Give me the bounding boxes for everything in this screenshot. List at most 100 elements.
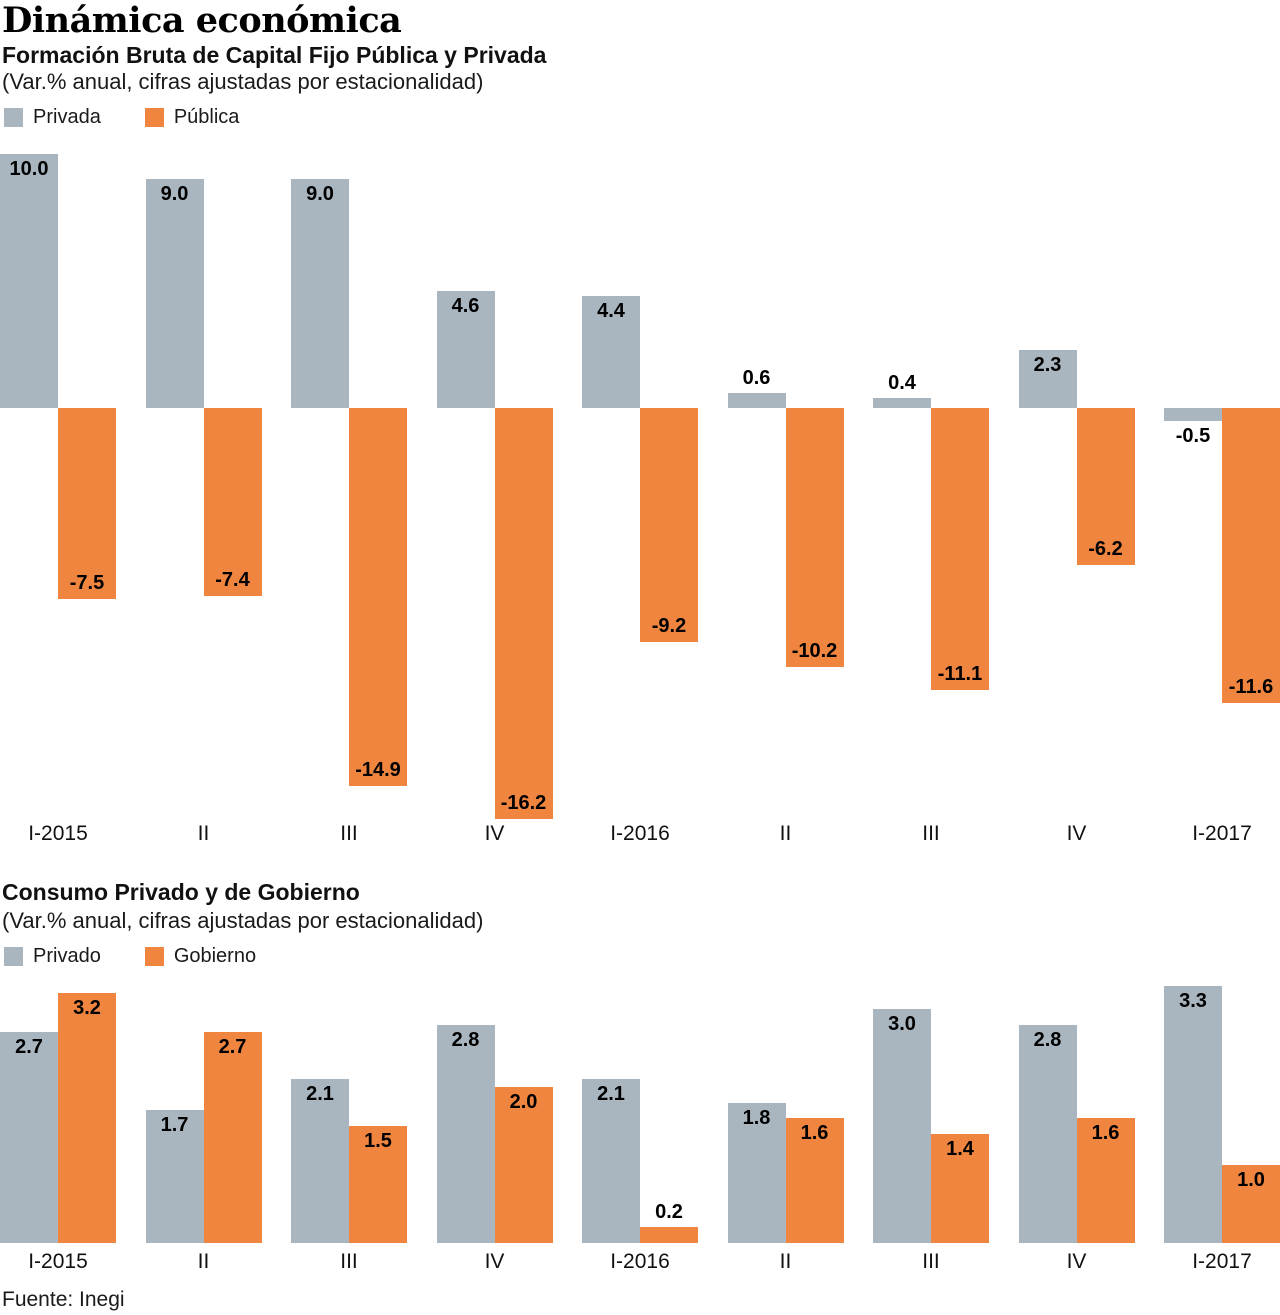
bar-privado-i-2015 [0,1032,58,1243]
bar-value-label: 2.7 [15,1036,43,1059]
bar-privado-ii [145,1110,204,1243]
bar-value-label: 2.7 [218,1036,247,1059]
bar-value-label: 1.6 [1091,1122,1120,1145]
x-axis-label: II [197,1250,210,1273]
legend-item-privada: Privada [4,106,101,129]
x-axis-label: I-2016 [610,1250,670,1273]
page-title: Dinámica económica [2,0,402,41]
legend-label: Gobierno [173,945,257,967]
privada-swatch-icon [4,108,23,127]
x-axis-label: III [922,822,940,845]
bar-value-label: 10.0 [9,158,49,180]
bar-value-label: -16.2 [500,792,547,815]
chart1-legend: Privada Pública [4,106,239,129]
x-axis-label: IV [1066,822,1087,845]
bar-privada-ii [145,179,204,408]
bar-value-label: 4.4 [597,300,625,323]
bar-privado-iii [291,1079,349,1243]
bar-value-label: 3.2 [73,997,101,1020]
bar-value-label: -11.6 [1228,675,1274,698]
legend-item-privado: Privado [4,945,101,968]
bar-pública-iv [494,408,553,820]
bar-privada-i-2017 [1164,408,1222,421]
bar-gobierno-i-2017 [1222,1165,1280,1243]
bar-value-label: -11.1 [937,662,983,685]
x-axis-label: I-2015 [28,822,88,845]
bar-value-label: 9.0 [306,183,334,206]
bar-privada-iii [291,179,349,408]
bar-value-label: 1.5 [364,1130,392,1152]
bar-value-label: 9.0 [160,183,189,206]
bar-value-label: -7.4 [215,568,250,591]
legend-item-publica: Pública [144,106,240,129]
legend-item-gobierno: Gobierno [144,945,257,968]
bar-value-label: 0.2 [655,1201,683,1224]
bar-privada-i-2015 [0,154,58,408]
bar-gobierno-ii [785,1118,844,1243]
bar-value-label: 3.3 [1179,989,1207,1012]
x-axis-label: III [340,1250,358,1273]
bar-privado-iv [1018,1024,1077,1243]
bar-gobierno-iii [349,1126,407,1243]
bar-value-label: 2.3 [1033,353,1062,376]
bar-gobierno-ii [203,1032,262,1243]
legend-label: Privada [33,106,101,128]
bar-pública-iii [349,408,407,787]
x-axis-label: IV [1066,1250,1087,1273]
bar-value-label: 0.4 [888,371,916,394]
bar-value-label: 2.8 [451,1028,480,1051]
bar-privado-i-2017 [1164,985,1222,1243]
bar-privado-ii [727,1102,786,1243]
bar-privada-i-2016 [582,296,640,408]
bar-value-label: -7.5 [69,571,105,594]
publica-swatch-icon [144,108,164,127]
source-note: Fuente: Inegi [2,1288,125,1311]
x-axis-label: II [779,1250,792,1273]
bar-value-label: -0.5 [1175,424,1211,447]
bar-value-label: 2.0 [509,1091,538,1113]
bar-pública-iv [1076,408,1135,566]
bar-value-label: -6.2 [1088,538,1123,561]
bar-privado-iv [436,1024,495,1243]
x-axis-label: I-2015 [28,1250,88,1273]
x-axis-label: IV [484,822,505,845]
bar-value-label: 0.6 [742,366,771,389]
bar-privado-iii [873,1009,931,1243]
bar-gobierno-iv [494,1087,553,1243]
x-axis-label: II [779,822,792,845]
x-axis-label: I-2016 [610,822,670,845]
bar-value-label: 1.8 [742,1106,771,1129]
legend-label: Pública [173,106,240,128]
bar-pública-i-2015 [58,408,116,599]
bar-value-label: 1.4 [946,1137,974,1160]
bar-privada-iv [1018,349,1077,408]
bar-value-label: 2.8 [1033,1028,1062,1051]
bar-value-label: 2.1 [306,1083,334,1106]
x-axis-label: III [340,822,358,845]
bar-pública-i-2016 [640,408,698,642]
chart2-subtitle: (Var.% anual, cifras ajustadas por estac… [2,908,484,933]
x-axis-label: III [922,1250,940,1273]
bar-value-label: 1.7 [160,1114,189,1137]
legend-label: Privado [33,945,101,967]
bar-value-label: -10.2 [791,640,838,663]
bar-pública-i-2017 [1222,408,1280,703]
chart1-subtitle: (Var.% anual, cifras ajustadas por estac… [2,69,484,94]
bar-value-label: -9.2 [651,614,687,637]
bar-gobierno-iv [1076,1118,1135,1243]
bar-pública-ii [203,408,262,596]
bar-privada-ii [727,392,786,408]
bar-value-label: -14.9 [355,759,401,782]
bar-value-label: 1.6 [800,1122,829,1145]
chart1-title: Formación Bruta de Capital Fijo Pública … [2,42,547,68]
bar-value-label: 2.1 [597,1083,625,1106]
bar-privada-iii [873,397,931,408]
bar-gobierno-iii [931,1133,989,1243]
bar-value-label: 4.6 [451,295,480,318]
x-axis-label: I-2017 [1192,1250,1252,1273]
x-axis-label: II [197,822,210,845]
bar-gobierno-i-2016 [640,1227,698,1243]
